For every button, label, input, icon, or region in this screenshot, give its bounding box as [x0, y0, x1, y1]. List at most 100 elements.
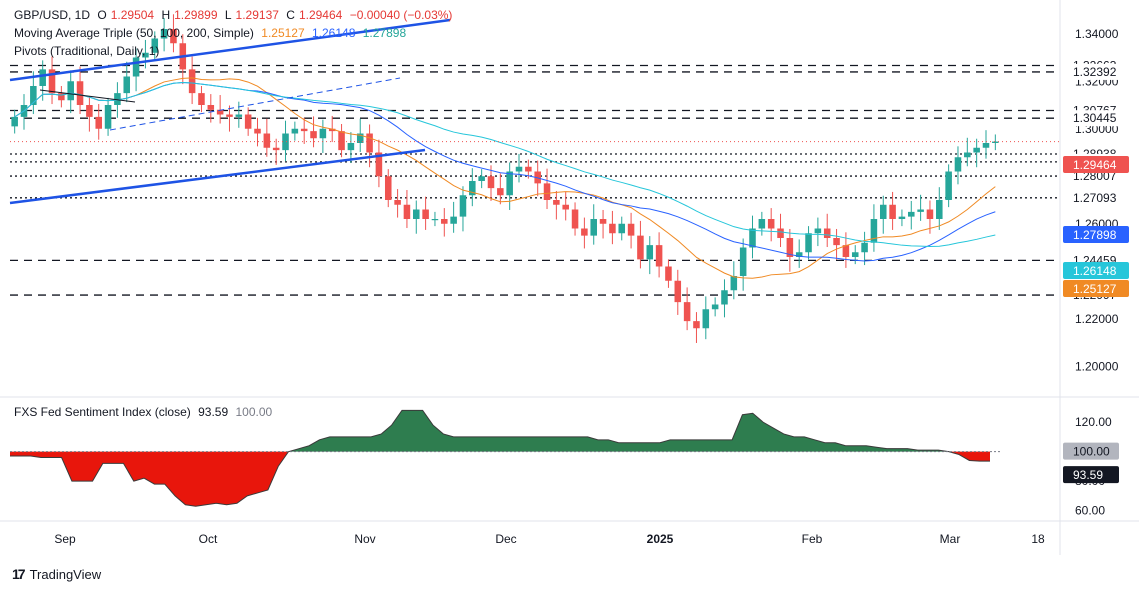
candle [795, 239, 803, 268]
candle-body [67, 81, 74, 101]
candle-body [553, 200, 560, 205]
candle-body [459, 195, 467, 217]
sentiment-y-tick: 60.00 [1075, 504, 1105, 518]
candle [30, 71, 37, 115]
low-label: L [224, 8, 232, 22]
candle-body [992, 141, 999, 143]
candle [609, 210, 616, 245]
sentiment-tag: 100.00 [1063, 442, 1119, 460]
candle [104, 97, 112, 136]
candle [898, 209, 906, 227]
candle-body [842, 245, 850, 257]
candle [515, 153, 523, 183]
candle [300, 117, 308, 144]
candle [702, 296, 710, 340]
tradingview-brand: TradingView [29, 566, 102, 582]
sentiment-negative-area [10, 451, 990, 507]
tradingview-mark-icon: 17 [12, 566, 26, 582]
sentiment-positive-area [10, 410, 990, 452]
ma-legend: Moving Average Triple (50, 100, 200, Sim… [14, 26, 410, 40]
candle [422, 196, 429, 230]
trend-line-dashed [109, 77, 401, 131]
candle [123, 61, 131, 103]
candle [861, 231, 868, 266]
high-label: H [161, 8, 171, 22]
pivot-tag-bg [1063, 189, 1129, 206]
candle [76, 66, 84, 115]
candle-body [599, 219, 607, 224]
ma100-value: 1.26148 [312, 26, 356, 40]
candle [833, 228, 840, 260]
pivots-title[interactable]: Pivots (Traditional, Daily, 1) [14, 44, 160, 58]
candle-body [104, 105, 112, 129]
candle [254, 117, 261, 147]
candle-body [114, 93, 121, 105]
candle-body [132, 57, 140, 77]
candle-body [338, 131, 345, 151]
candle-body [982, 143, 990, 148]
x-tick-label: Sep [54, 532, 76, 546]
candle [889, 191, 896, 230]
candle-body [758, 219, 766, 229]
tradingview-logo[interactable]: 17 TradingView [12, 566, 101, 582]
candle [67, 70, 74, 114]
candle [627, 212, 635, 249]
candle [244, 107, 252, 136]
candle [142, 39, 149, 69]
candle-body [833, 238, 840, 246]
candle-body [366, 133, 373, 153]
candle-body [655, 245, 663, 267]
candle [310, 116, 317, 148]
candle-body [319, 128, 327, 139]
ma-title[interactable]: Moving Average Triple (50, 100, 200, Sim… [14, 26, 254, 40]
candle-body [216, 109, 224, 115]
candle-body [76, 81, 84, 105]
sentiment-value-2: 100.00 [235, 405, 273, 419]
candle [366, 124, 373, 168]
candle [198, 86, 205, 113]
candle [917, 194, 924, 221]
candle [450, 201, 457, 233]
x-tick-label: Nov [354, 532, 375, 546]
candle [291, 121, 299, 141]
candle-body [543, 183, 551, 200]
candle-body [198, 93, 205, 105]
pivot-tag-bg [1063, 63, 1129, 80]
pivot-tag: 1.30445 [1063, 110, 1129, 127]
candle [749, 215, 756, 259]
close-label: C [286, 8, 295, 22]
price-tag-ma50: 1.25127 [1063, 280, 1129, 297]
ma50-line [14, 77, 996, 279]
sentiment-title[interactable]: FXS Fed Sentiment Index (close) [14, 405, 191, 419]
symbol-label[interactable]: GBP/USD, 1D [14, 8, 91, 22]
sentiment-line [10, 409, 990, 507]
candle [823, 213, 831, 248]
candle-body [123, 76, 131, 94]
candle [151, 31, 159, 60]
candle-body [375, 152, 383, 177]
candle [216, 95, 224, 124]
candle-body [627, 223, 635, 236]
candle [394, 189, 401, 218]
price-panel[interactable] [9, 14, 1060, 343]
price-tag-price: 1.29464 [1063, 156, 1129, 173]
price-tag-label: 1.25127 [1073, 282, 1117, 296]
candle-body [244, 114, 252, 129]
candle [908, 200, 915, 230]
open-label: O [97, 8, 107, 22]
candle [590, 204, 597, 245]
ma200-line [14, 81, 996, 247]
candle-body [506, 171, 513, 196]
ma100-line [14, 81, 996, 262]
sentiment-tag-label: 93.59 [1073, 468, 1103, 482]
price-tag-label: 1.27898 [1073, 228, 1117, 242]
candle-body [188, 69, 196, 94]
candle [282, 120, 289, 162]
candle-body [683, 302, 691, 322]
candle [982, 130, 990, 159]
symbol-header: GBP/USD, 1D O 1.29504 H 1.29899 L 1.29137 C… [14, 8, 456, 22]
candle [992, 134, 999, 151]
candle [637, 220, 644, 269]
sentiment-value: 93.59 [198, 405, 229, 419]
